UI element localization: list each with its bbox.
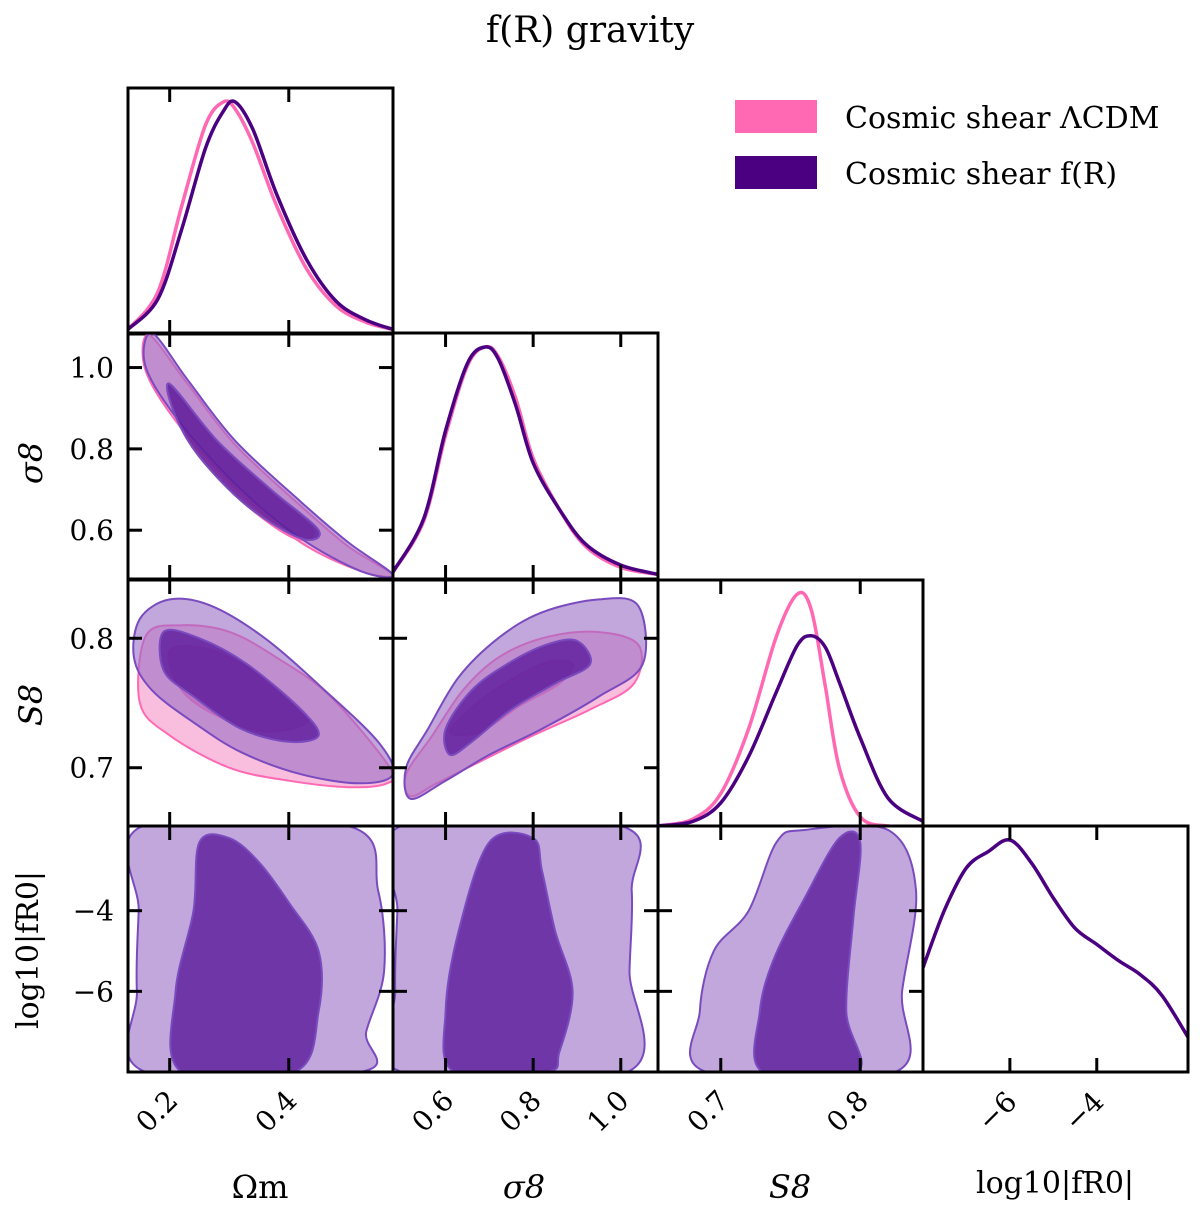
contour-fr-68 <box>169 833 323 1072</box>
x-tick-label: 0.2 <box>130 1084 185 1139</box>
y-tick-label: −6 <box>73 975 114 1008</box>
x-tick-label: 0.7 <box>681 1084 736 1139</box>
panel-frame <box>391 331 660 581</box>
marginal-fr-line <box>923 838 1188 1039</box>
panel-content <box>393 826 646 1072</box>
panel-content <box>132 597 393 789</box>
panels-group: −6 −40.60.81.00.70.80.2 0.4−6−40.6 0.8 1.0 0.… <box>69 86 1190 1139</box>
contour-fr-68 <box>158 628 320 744</box>
panel-frame <box>126 86 395 336</box>
panel-content <box>141 333 393 579</box>
legend-swatch-lcdm <box>735 100 817 133</box>
panel-sigma_8-S_8 <box>391 578 660 828</box>
legend-swatch-fr <box>735 156 817 189</box>
marginal-lcdm-line <box>128 99 393 332</box>
marginal-lcdm-line <box>393 344 658 577</box>
contour-fr-68 <box>753 830 863 1072</box>
panel-content <box>128 826 386 1072</box>
marginal-fr-line <box>393 345 658 577</box>
chart-title: f(R) gravity <box>486 10 695 51</box>
panel-content <box>128 99 393 332</box>
panel-content <box>658 590 923 826</box>
marginal-fr-line <box>128 99 393 332</box>
panel-content <box>393 344 658 577</box>
panel-sigma_8-sigma_8 <box>391 331 660 581</box>
x-tick-label: −6 <box>971 1085 1024 1138</box>
panel-frame <box>921 824 1190 1074</box>
legend-label-lcdm: Cosmic shear ΛCDM <box>845 101 1159 136</box>
ylabel-s8: S8 <box>12 684 50 726</box>
panel-S_8-S_8 <box>656 578 925 828</box>
x-tick-label: 0.8 <box>493 1084 548 1139</box>
x-tick-label: 1.0 <box>581 1084 636 1139</box>
y-tick-label: 1.0 <box>69 352 114 385</box>
y-tick-label: −4 <box>73 895 114 928</box>
xlabel-sigma8: σ8 <box>503 1168 545 1206</box>
y-tick-label: 0.7 <box>69 752 114 785</box>
contour-fr-95 <box>142 333 393 579</box>
ylabel-sigma8: σ8 <box>12 442 50 484</box>
y-tick-label: 0.8 <box>69 622 114 655</box>
contour-fr-68 <box>442 831 574 1072</box>
ylabel-logfr0: log10|fR0| <box>11 871 46 1029</box>
panel-Omega_m-sigma_8: 0.6 0.8 1.0 <box>69 331 395 581</box>
x-tick-label: −4 <box>1058 1085 1111 1138</box>
y-tick-label: 0.6 <box>69 514 114 547</box>
y-tick-label: 0.8 <box>69 433 114 466</box>
x-tick-label: 0.6 <box>405 1084 460 1139</box>
xlabel-s8: S8 <box>769 1168 811 1206</box>
contour-fr-68 <box>443 638 592 757</box>
panel-log10_fR0-log10_fR0: −6 −4 <box>921 824 1190 1138</box>
legend-label-fr: Cosmic shear f(R) <box>845 157 1117 192</box>
panel-Omega_m-S_8: 0.7 0.8 <box>69 578 395 828</box>
x-tick-label: 0.8 <box>820 1084 875 1139</box>
panel-Omega_m-Omega_m <box>126 86 395 336</box>
panel-frame <box>656 824 925 1074</box>
contour-fr-68 <box>165 382 321 541</box>
xlabel-logfr0: log10|fR0| <box>976 1166 1134 1201</box>
x-tick-label: 0.4 <box>249 1084 304 1139</box>
panel-Omega_m-log10_fR0: 0.2 0.4 −6 −4 <box>73 824 395 1139</box>
marginal-fr-line <box>658 633 923 826</box>
panel-sigma_8-log10_fR0: 0.6 0.8 1.0 <box>391 824 660 1139</box>
panel-content <box>403 597 648 800</box>
panel-content <box>688 826 918 1072</box>
panel-content <box>923 838 1188 1039</box>
panel-S_8-log10_fR0: 0.7 0.8 <box>656 824 925 1139</box>
legend: Cosmic shear ΛCDM Cosmic shear f(R) <box>735 100 1159 192</box>
xlabel-omegam: Ωm <box>232 1168 289 1206</box>
